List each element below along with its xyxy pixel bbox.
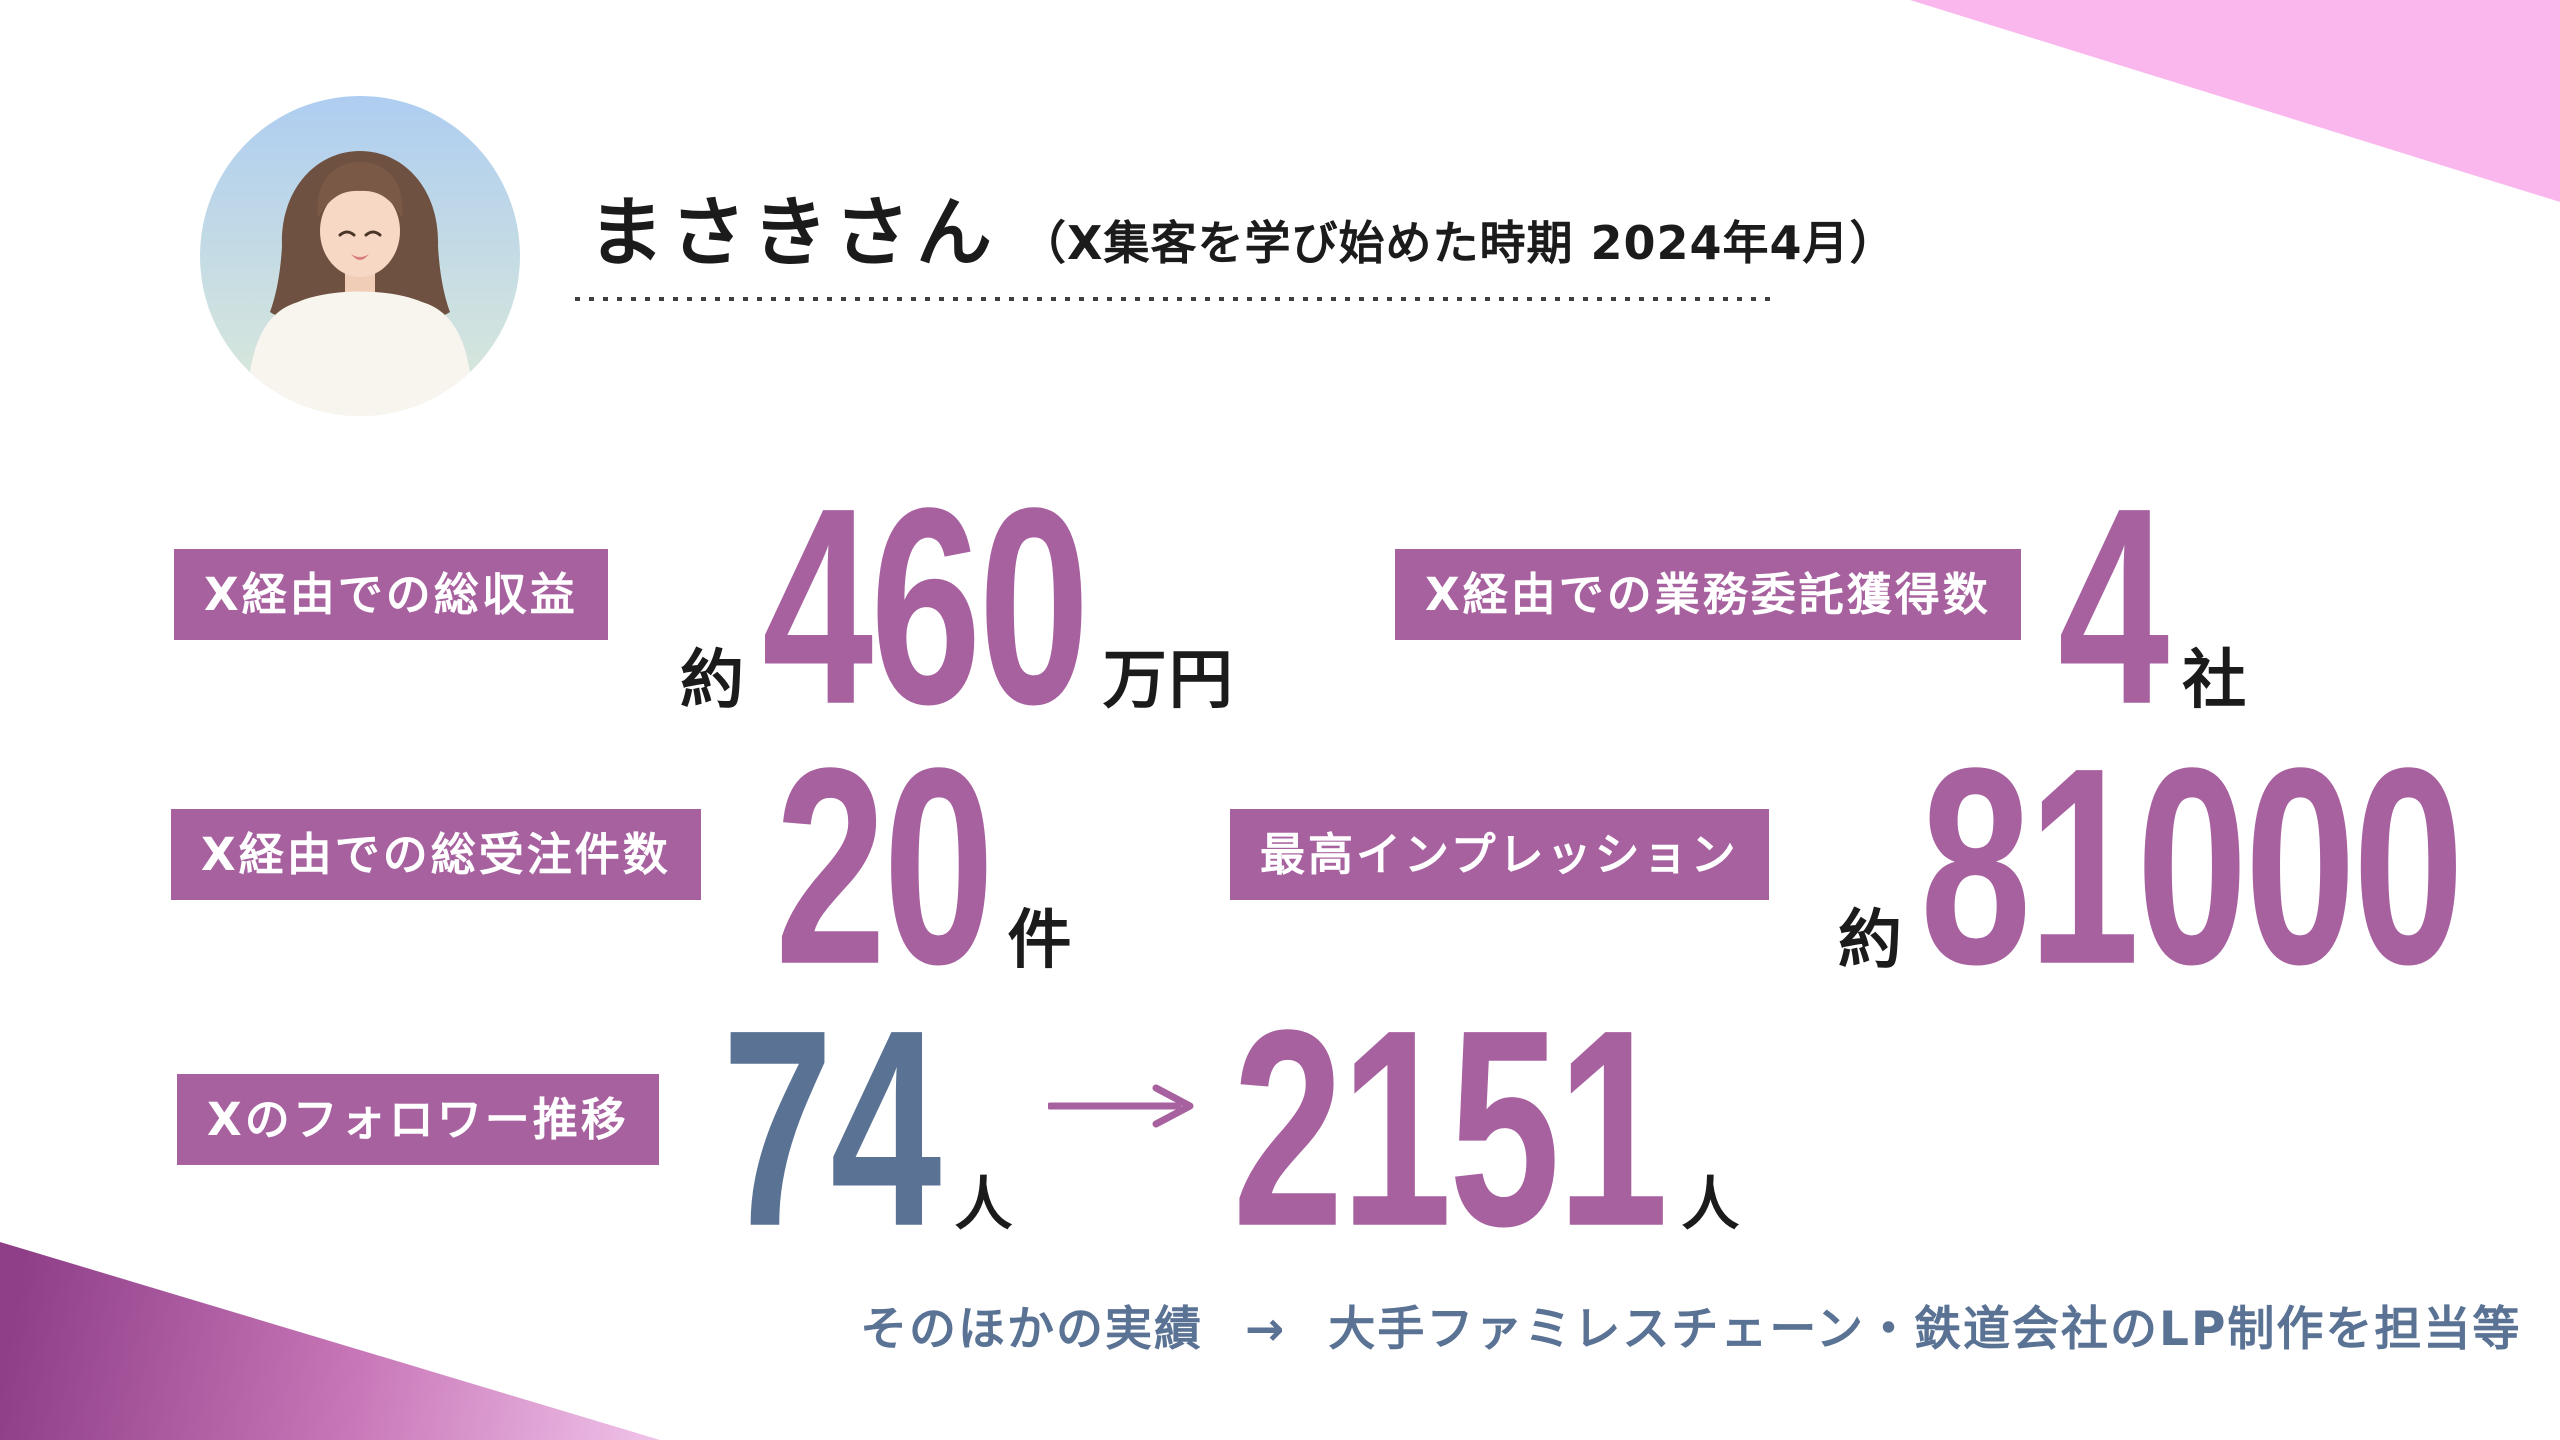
footer-detail: 大手ファミレスチェーン・鉄道会社のLP制作を担当等 [1328, 1302, 2522, 1357]
stat-prefix: 約 [680, 644, 746, 718]
stat-unit: 社 [2182, 644, 2249, 718]
stat-number: 460 [762, 450, 1090, 763]
stat-number: 20 [775, 710, 994, 1023]
stat-unit: 人 [1681, 1170, 1742, 1238]
profile-note: （X集客を学び始めた時期 2024年4月） [1020, 216, 1897, 270]
stat-value-follower-growth: 74 人 2151 人 [722, 989, 1742, 1269]
stat-label-total-revenue: X経由での総収益 [174, 549, 608, 640]
stat-label-total-orders: X経由での総受注件数 [171, 809, 701, 900]
stat-number: 4 [2058, 450, 2169, 763]
person-illustration [200, 96, 520, 416]
stat-prefix: 約 [1838, 904, 1904, 978]
stat-label-contracts-won: X経由での業務委託獲得数 [1395, 549, 2021, 640]
corner-decoration-bottom-left [0, 1242, 660, 1440]
avatar [200, 96, 520, 416]
follower-count-before: 74 [722, 972, 941, 1285]
follower-count-after: 2151 [1232, 972, 1668, 1285]
dotted-divider [575, 297, 1775, 301]
stat-number: 81000 [1920, 710, 2464, 1023]
stat-value-contracts-won: 4 社 [2058, 467, 2249, 747]
stat-label-follower-growth: Xのフォロワー推移 [177, 1074, 659, 1165]
stat-value-total-revenue: 約 460 万円 [680, 467, 1235, 747]
stat-label-max-impressions: 最高インプレッション [1230, 809, 1769, 900]
stat-value-total-orders: 20 件 [775, 727, 1074, 1007]
header-title-row: まさきさん （X集客を学び始めた時期 2024年4月） [588, 195, 1897, 271]
other-achievements-note: そのほかの実績 → 大手ファミレスチェーン・鉄道会社のLP制作を担当等 [860, 1306, 2521, 1353]
stat-unit: 人 [954, 1170, 1015, 1238]
stat-unit: 万円 [1102, 644, 1235, 718]
footer-arrow: → [1245, 1302, 1287, 1357]
trend-arrow-icon [1048, 1084, 1194, 1128]
stat-unit: 件 [1007, 904, 1074, 978]
corner-decoration-top-right [1910, 0, 2560, 202]
stat-value-max-impressions: 約 81000 [1838, 727, 2464, 1007]
footer-label: そのほかの実績 [860, 1302, 1203, 1357]
profile-name: まさきさん [588, 188, 998, 277]
